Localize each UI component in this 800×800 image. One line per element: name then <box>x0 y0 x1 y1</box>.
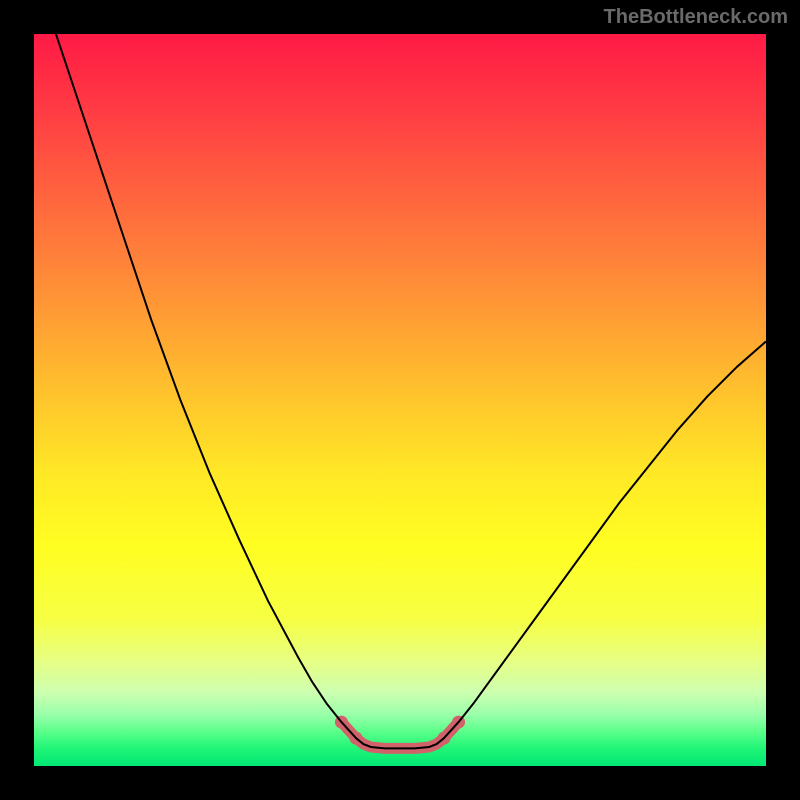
watermark-text: TheBottleneck.com <box>604 6 788 29</box>
bottleneck-chart <box>34 34 766 766</box>
chart-container: TheBottleneck.com <box>0 0 800 800</box>
chart-background <box>34 34 766 766</box>
